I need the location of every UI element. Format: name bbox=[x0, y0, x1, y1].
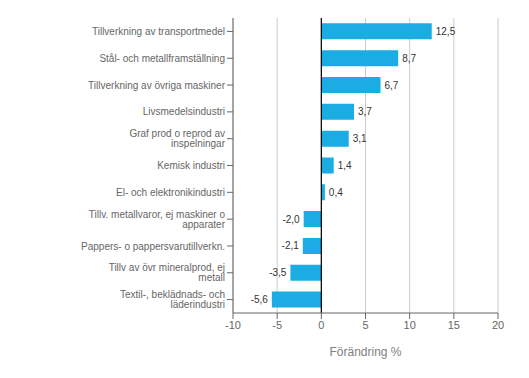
svg-text:3,7: 3,7 bbox=[358, 106, 372, 117]
svg-text:Förändring %: Förändring % bbox=[329, 345, 401, 359]
svg-text:6,7: 6,7 bbox=[385, 80, 399, 91]
svg-text:El- och elektronikindustri: El- och elektronikindustri bbox=[116, 187, 225, 198]
svg-text:5: 5 bbox=[362, 319, 368, 331]
svg-text:12,5: 12,5 bbox=[436, 26, 456, 37]
svg-text:Textil-, beklädnads- ochläderi: Textil-, beklädnads- ochläderindustri bbox=[120, 289, 225, 310]
svg-text:0: 0 bbox=[318, 319, 324, 331]
svg-text:Tillverkning av transportmedel: Tillverkning av transportmedel bbox=[92, 26, 225, 37]
svg-text:Tillv. metallvaror, ej maskine: Tillv. metallvaror, ej maskiner oapparat… bbox=[89, 209, 226, 230]
svg-text:8,7: 8,7 bbox=[402, 53, 416, 64]
svg-text:15: 15 bbox=[448, 319, 460, 331]
svg-text:20: 20 bbox=[492, 319, 504, 331]
svg-text:0,4: 0,4 bbox=[329, 187, 343, 198]
svg-text:-2,1: -2,1 bbox=[282, 240, 300, 251]
svg-text:-3,5: -3,5 bbox=[269, 267, 287, 278]
svg-text:Graf prod o reprod avinspelnin: Graf prod o reprod avinspelningar bbox=[129, 128, 225, 149]
svg-text:-10: -10 bbox=[225, 319, 241, 331]
svg-text:1,4: 1,4 bbox=[338, 160, 352, 171]
svg-text:Tillv av övr mineralprod, ejme: Tillv av övr mineralprod, ejmetall bbox=[109, 262, 225, 283]
svg-text:Livsmedelsindustri: Livsmedelsindustri bbox=[143, 106, 225, 117]
svg-text:-2,0: -2,0 bbox=[282, 214, 300, 225]
svg-text:10: 10 bbox=[404, 319, 416, 331]
svg-text:3,1: 3,1 bbox=[353, 133, 367, 144]
svg-text:-5: -5 bbox=[272, 319, 282, 331]
svg-text:Pappers- o pappersvarutillverk: Pappers- o pappersvarutillverkn. bbox=[81, 241, 225, 252]
svg-text:-5,6: -5,6 bbox=[251, 294, 269, 305]
svg-text:Kemisk industri: Kemisk industri bbox=[157, 160, 225, 171]
svg-text:Stål- och metallframställning: Stål- och metallframställning bbox=[99, 53, 225, 64]
svg-text:Tillverkning av övriga maskine: Tillverkning av övriga maskiner bbox=[88, 80, 226, 91]
